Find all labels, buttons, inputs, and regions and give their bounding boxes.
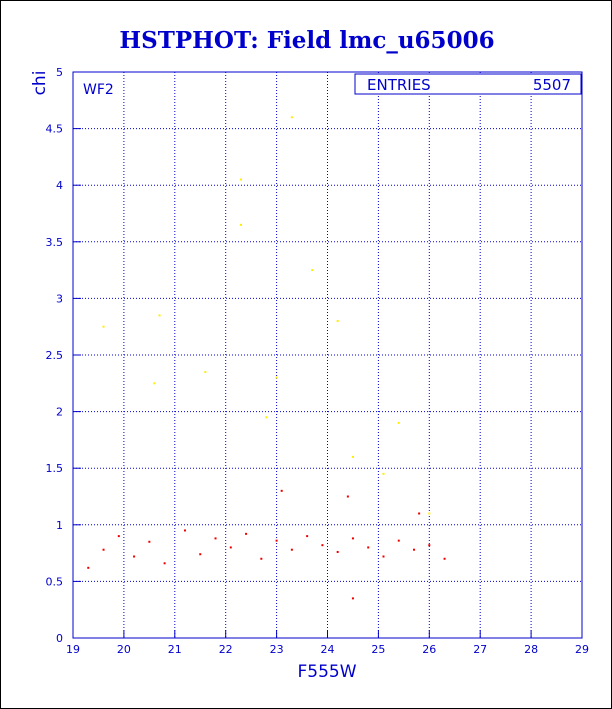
data-point xyxy=(148,540,151,543)
stats-box: ENTRIES 5507 xyxy=(354,73,582,95)
flagged-data-point xyxy=(158,314,161,317)
y-tick-label: 2 xyxy=(56,406,63,419)
data-point xyxy=(382,555,385,558)
x-tick-label: 21 xyxy=(168,643,182,656)
y-tick-label: 3.5 xyxy=(46,236,64,249)
flagged-data-point xyxy=(239,178,242,181)
y-tick-label: 0.5 xyxy=(46,575,64,588)
stats-entries-value: 5507 xyxy=(533,76,571,94)
data-point xyxy=(351,597,354,600)
data-point xyxy=(199,553,202,556)
data-point xyxy=(133,555,136,558)
flagged-data-point xyxy=(382,472,385,475)
flagged-data-point xyxy=(102,325,105,328)
x-tick-label: 20 xyxy=(117,643,131,656)
flagged-data-point xyxy=(428,512,431,515)
data-point xyxy=(413,548,416,551)
data-point xyxy=(397,539,400,542)
data-point xyxy=(183,529,186,532)
grid-lines xyxy=(73,72,582,638)
y-tick-label: 2.5 xyxy=(46,349,64,362)
y-tick-label: 5 xyxy=(56,66,63,79)
y-tick-label: 3 xyxy=(56,292,63,305)
x-tick-label: 25 xyxy=(371,643,385,656)
y-tick-label: 1 xyxy=(56,519,63,532)
flagged-data-point xyxy=(275,376,278,379)
x-tick-label: 19 xyxy=(66,643,80,656)
data-point xyxy=(306,535,309,538)
data-point xyxy=(336,550,339,553)
x-tick-label: 29 xyxy=(575,643,589,656)
stats-entries-label: ENTRIES xyxy=(367,76,431,94)
x-tick-label: 28 xyxy=(524,643,538,656)
plot-frame xyxy=(72,71,583,639)
data-point xyxy=(214,537,217,540)
flagged-data-point xyxy=(265,416,268,419)
flagged-data-point xyxy=(397,421,400,424)
y-tick-label: 0 xyxy=(56,632,63,645)
x-tick-label: 23 xyxy=(270,643,284,656)
flagged-data-point xyxy=(153,382,156,385)
x-tick-label: 27 xyxy=(473,643,487,656)
flagged-data-point xyxy=(290,116,293,119)
x-tick-label: 22 xyxy=(219,643,233,656)
data-point xyxy=(443,557,446,560)
data-point xyxy=(290,548,293,551)
y-tick-label: 1.5 xyxy=(46,462,64,475)
data-point xyxy=(117,535,120,538)
flagged-data-point xyxy=(239,223,242,226)
x-tick-label: 26 xyxy=(422,643,436,656)
flagged-data-point xyxy=(311,269,314,272)
data-point xyxy=(351,537,354,540)
data-point xyxy=(102,548,105,551)
data-point xyxy=(260,557,263,560)
flagged-data-point xyxy=(204,370,207,373)
data-point xyxy=(163,562,166,565)
data-point xyxy=(321,544,324,547)
axes: 19 20 21 22 23 24 25 26 27 28 29 0 0.5 1 1.5 2 2.5 3 3.5 4 4… xyxy=(46,66,590,656)
data-point xyxy=(229,546,232,549)
data-point xyxy=(428,544,431,547)
x-axis-label: F555W xyxy=(297,662,356,682)
data-point xyxy=(245,532,248,535)
data-point xyxy=(346,495,349,498)
flagged-data-point xyxy=(351,455,354,458)
y-tick-label: 4 xyxy=(56,179,63,192)
x-tick-label: 24 xyxy=(321,643,335,656)
data-point xyxy=(367,546,370,549)
data-point xyxy=(275,539,278,542)
chart-title: HSTPHOT: Field lmc_u65006 xyxy=(119,27,494,54)
data-point xyxy=(280,489,283,492)
stats-box-frame xyxy=(354,73,582,95)
data-points xyxy=(87,116,446,600)
y-tick-label: 4.5 xyxy=(46,123,64,136)
panel-label: WF2 xyxy=(83,82,114,98)
data-point xyxy=(418,512,421,515)
y-axis-label: chi xyxy=(30,71,50,96)
flagged-data-point xyxy=(336,320,339,323)
data-point xyxy=(87,566,90,569)
